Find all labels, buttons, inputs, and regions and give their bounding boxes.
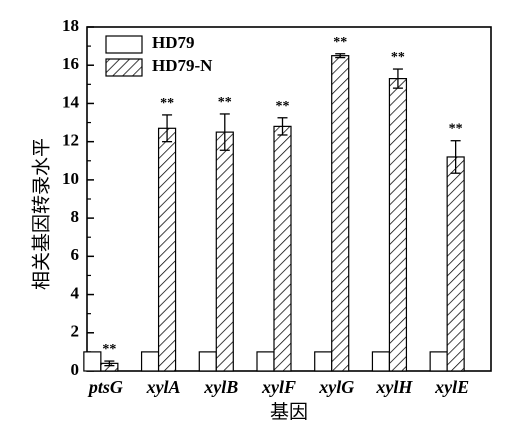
y-tick-label: 14 — [62, 92, 80, 111]
bar-hd79-n — [331, 55, 350, 372]
y-axis: 0 2 4 6 8 10 12 14 16 18 — [62, 16, 94, 379]
y-tick-label: 18 — [62, 16, 79, 35]
y-tick-label: 4 — [71, 283, 80, 302]
x-axis-title: 基因 — [270, 401, 308, 423]
bar-hd79-n — [157, 127, 177, 372]
y-tick-label: 16 — [62, 54, 79, 73]
significance-label: ** — [218, 95, 232, 110]
x-tick-label: xylH — [375, 377, 413, 397]
bar-hd79 — [371, 351, 391, 372]
legend-label: HD79-N — [152, 56, 213, 75]
x-tick-label: xylF — [261, 377, 296, 397]
bar-hd79 — [83, 351, 102, 372]
bar-hd79-n — [446, 156, 465, 372]
legend: HD79 HD79-N — [105, 33, 213, 77]
y-tick-label: 10 — [62, 169, 79, 188]
bar-hd79 — [314, 351, 333, 372]
y-tick-label: 6 — [71, 245, 80, 264]
x-tick-label: xylA — [146, 377, 181, 397]
significance-label: ** — [391, 50, 405, 65]
legend-swatch — [105, 35, 143, 54]
significance-label: ** — [160, 96, 174, 111]
bar-hd79 — [198, 351, 217, 372]
y-tick-label: 8 — [71, 207, 80, 226]
significance-label: ** — [449, 122, 463, 137]
bars: ** ** ** ** ** ** ** — [83, 35, 465, 372]
x-tick-label: ptsG — [87, 377, 123, 397]
bar-hd79-n — [388, 77, 408, 372]
y-tick-label: 0 — [71, 360, 80, 379]
x-tick-label: xylB — [203, 377, 238, 397]
bar-hd79-n — [273, 125, 292, 372]
y-axis-title: 相关基因转录水平 — [31, 138, 53, 290]
x-tick-label: xylG — [318, 377, 354, 397]
legend-label: HD79 — [152, 33, 195, 52]
significance-label: ** — [102, 342, 116, 357]
bar-hd79 — [140, 351, 160, 372]
x-tick-label: xylE — [434, 377, 469, 397]
bar-hd79-n — [215, 131, 234, 372]
y-tick-label: 12 — [62, 131, 79, 150]
bar-hd79 — [429, 351, 448, 372]
bar-hd79 — [256, 351, 275, 372]
significance-label: ** — [276, 99, 290, 114]
legend-swatch — [105, 58, 143, 77]
x-axis: ptsG xylA xylB xylF xylG xylH xylE — [87, 377, 469, 397]
significance-label: ** — [333, 35, 347, 50]
y-tick-label: 2 — [71, 322, 80, 341]
